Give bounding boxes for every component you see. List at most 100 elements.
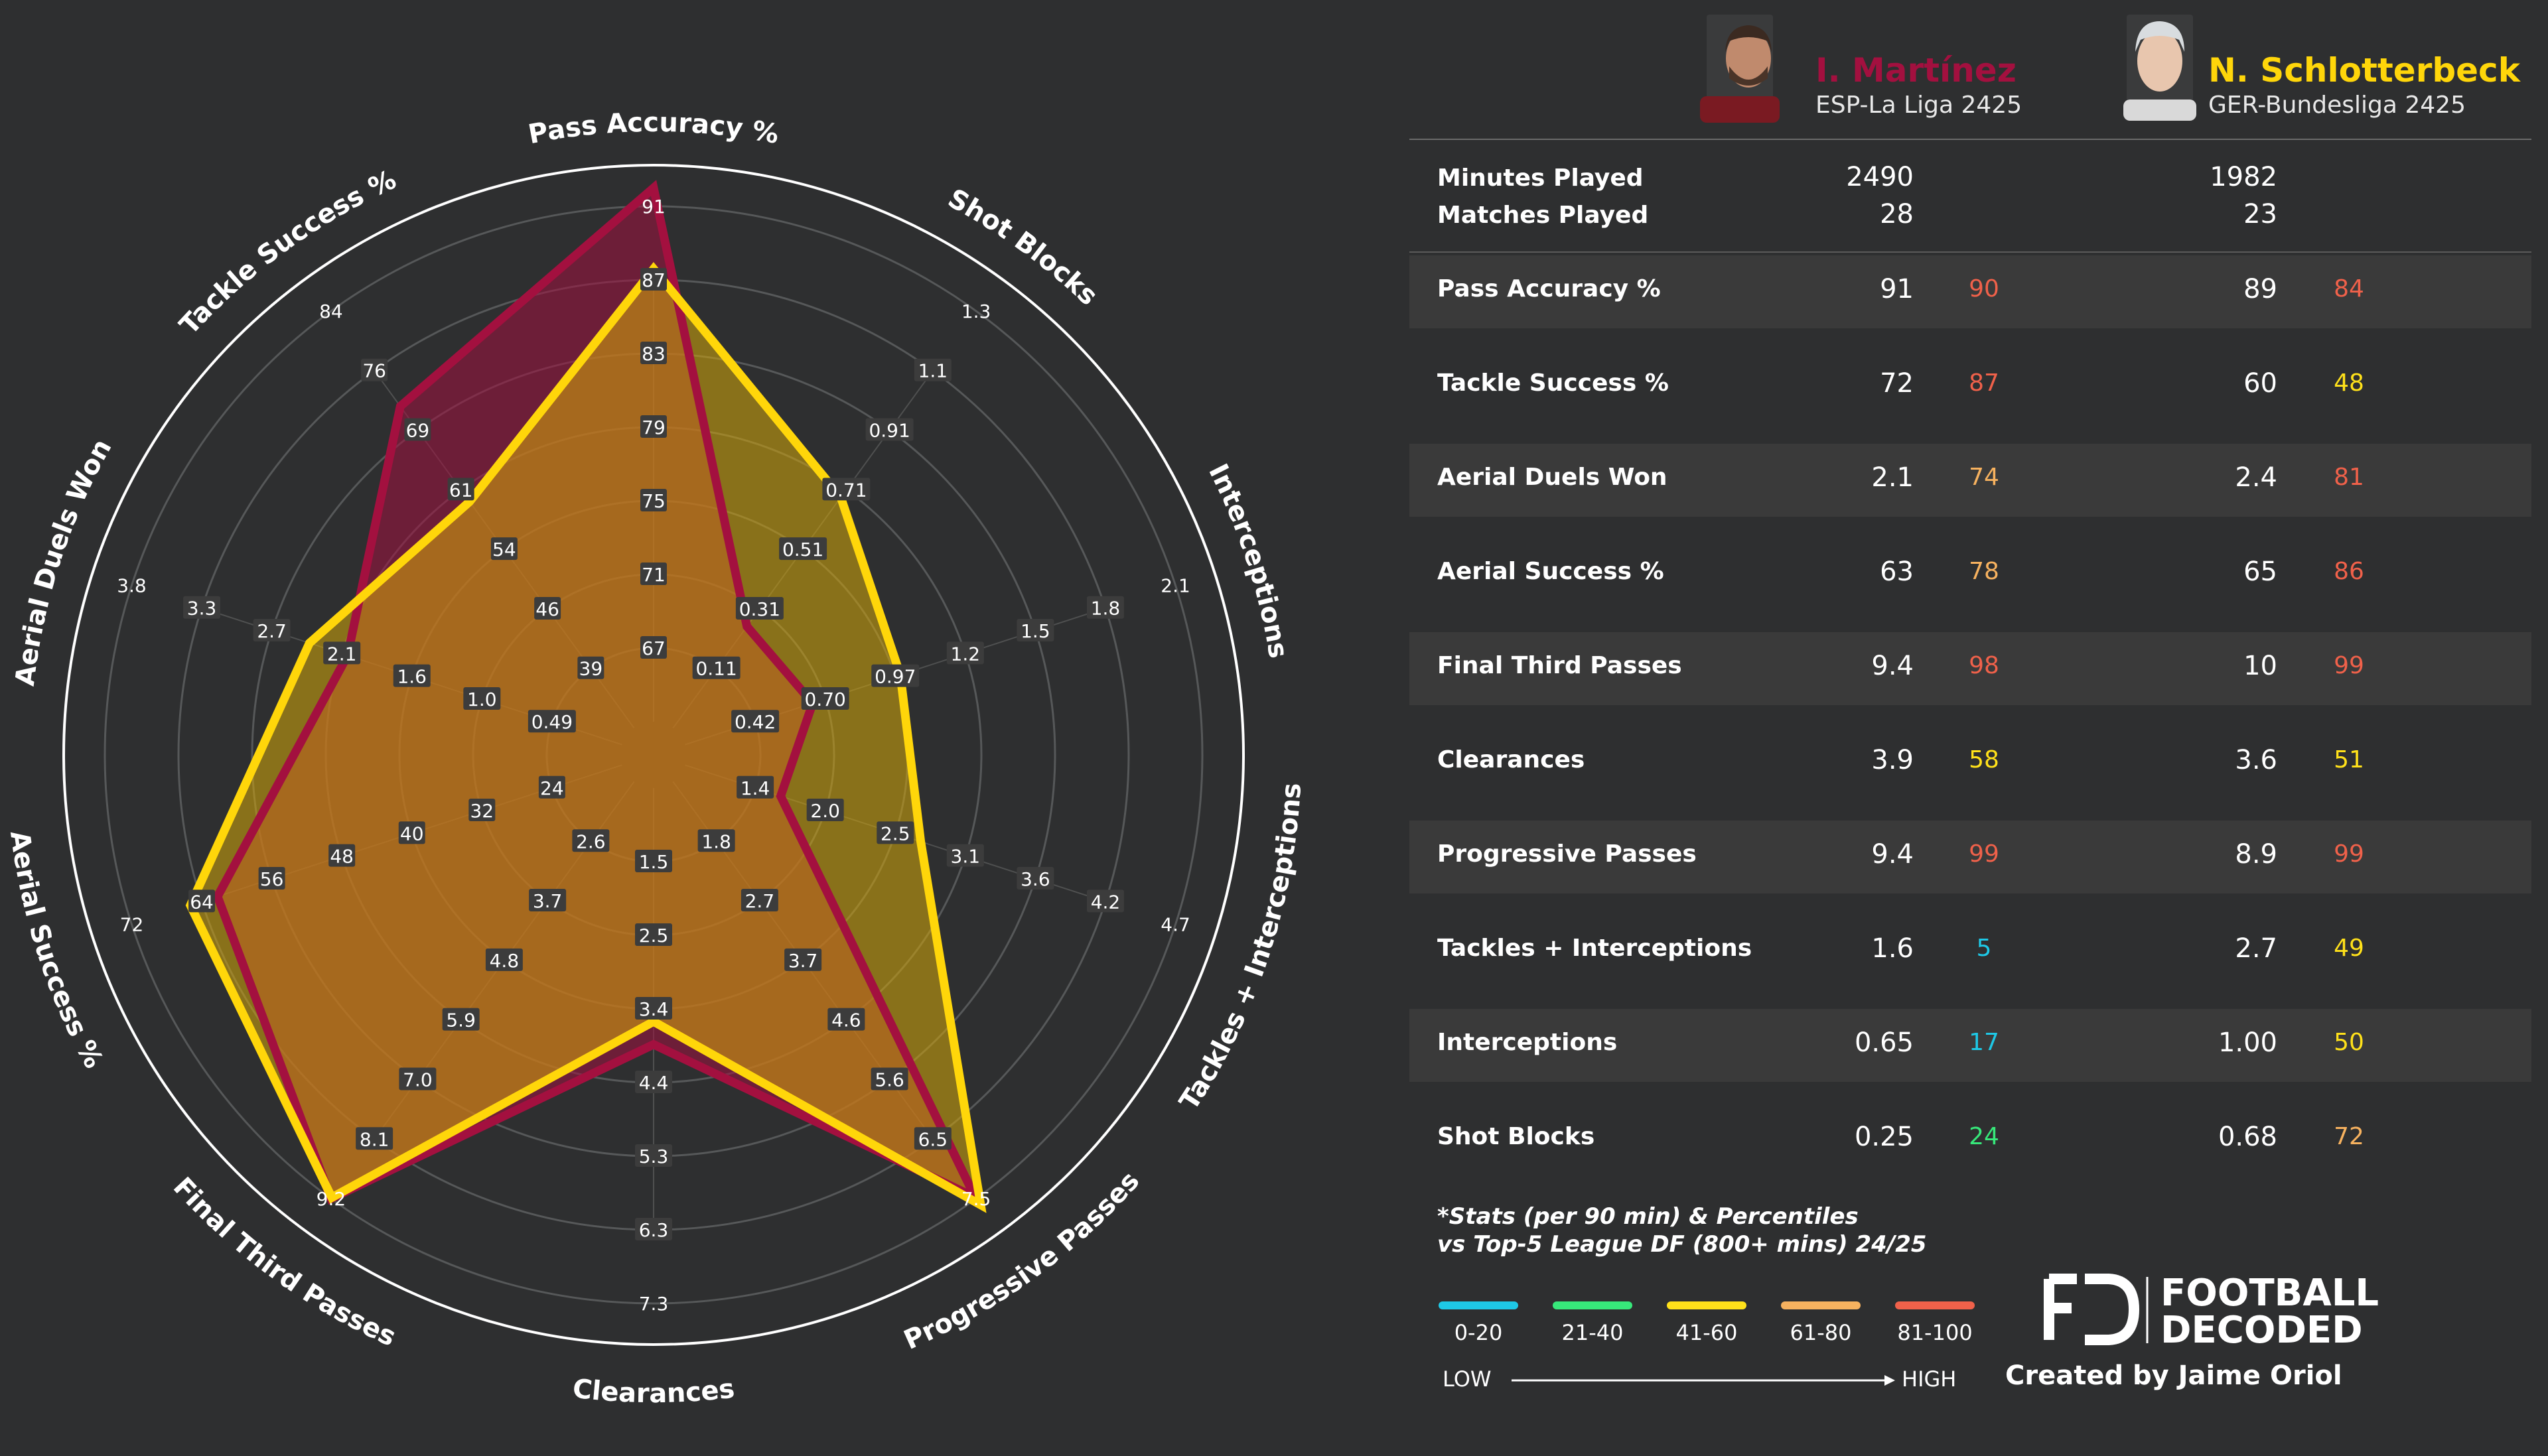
tick-label: 69 [406, 420, 430, 442]
metric-name: Clearances [1437, 746, 1585, 773]
tick-label-bg [877, 821, 914, 844]
tick-label: 1.4 [741, 777, 770, 799]
player-2-value: 2.4 [2235, 462, 2277, 493]
tick-label-bg [490, 537, 518, 561]
tick-label-bg [741, 889, 778, 912]
tick-label: 0.51 [782, 539, 823, 561]
tick-label: 3.6 [1021, 868, 1050, 890]
player-1-value: 9.4 [1871, 839, 1914, 870]
tick-label-bg [635, 850, 672, 872]
player-2-percentile: 72 [2334, 1123, 2364, 1150]
tick-label-bg [731, 710, 780, 733]
tick-label: 24 [540, 777, 564, 799]
table-row-bg [1409, 632, 2531, 705]
player-2-percentile: 50 [2334, 1029, 2364, 1056]
tick-label: 5.9 [446, 1010, 476, 1031]
tick-label-bg [635, 1071, 672, 1093]
player-2-value: 3.6 [2235, 745, 2277, 775]
player-2-percentile: 84 [2334, 275, 2364, 302]
player-1-name: I. Martínez [1815, 51, 2017, 90]
tick-label: 2.0 [810, 800, 840, 822]
tick-label: 1.5 [639, 851, 669, 873]
tick-label: 5.3 [639, 1146, 669, 1167]
tick-label-bg [534, 596, 561, 620]
tick-label: 56 [260, 868, 284, 890]
player-2-percentile: 48 [2334, 369, 2364, 397]
player-1-value: 91 [1880, 274, 1914, 304]
credit-text: Created by Jaime Oriol [2005, 1360, 2342, 1391]
legend-low: LOW [1443, 1366, 1492, 1392]
player-2-percentile: 81 [2334, 464, 2364, 491]
tick-label: 1.6 [397, 666, 427, 688]
tick-label-bg [398, 821, 425, 844]
player-1-value: 3.9 [1871, 745, 1914, 775]
tick-label: 2.7 [745, 890, 775, 912]
player-1-value: 0.65 [1855, 1027, 1914, 1058]
tick-label-bg [806, 799, 844, 822]
percentile-legend: 0-20 21-40 41-60 61-80 81-100 [1439, 1301, 1975, 1345]
tick-label-bg [635, 997, 672, 1020]
tick-label: 2.6 [576, 830, 606, 852]
tick-label-bg [946, 844, 984, 867]
tick-label: 9.2 [317, 1188, 346, 1210]
metric-name: Progressive Passes [1437, 840, 1697, 868]
player-1-percentile: 5 [1977, 935, 1992, 962]
tick-label: 0.91 [869, 420, 910, 442]
tick-label: 3.4 [639, 998, 669, 1020]
tick-label: 46 [535, 598, 559, 620]
tick-label: 2.1 [1161, 574, 1190, 596]
tick-label-bg [577, 656, 604, 679]
tick-label: 64 [190, 891, 214, 913]
metric-name: Tackles + Interceptions [1437, 935, 1752, 962]
player-2-avatar [2123, 15, 2196, 121]
legend-range-label: 81-100 [1897, 1320, 1972, 1345]
footnote-line-2: vs Top-5 League DF (800+ mins) 24/25 [1437, 1231, 1927, 1258]
legend-high: HIGH [1902, 1366, 1956, 1392]
legend-range-label: 21-40 [1562, 1320, 1624, 1345]
table-row-bg [1409, 821, 2531, 893]
tick-label-bg [323, 641, 361, 665]
tick-label-bg [697, 829, 735, 852]
tick-label: 1.2 [951, 643, 981, 665]
table-row: Clearances 3.9 58 3.6 51 [1437, 745, 2364, 775]
tick-label: 0.97 [875, 666, 916, 688]
player-1-percentile: 87 [1969, 369, 1999, 397]
legend-arrow-head [1884, 1375, 1895, 1386]
stats-table: Pass Accuracy % 91 90 89 84 Tackle Success % 7… [1409, 255, 2531, 1152]
tick-label-bg [914, 1127, 952, 1150]
tick-label-bg [447, 478, 474, 501]
player-1-value: 0.25 [1855, 1122, 1914, 1152]
tick-label-bg [399, 1067, 437, 1091]
table-row: Tackle Success % 72 87 60 48 [1437, 368, 2364, 399]
player-1-percentile: 99 [1969, 840, 1999, 868]
tick-label: 4.7 [1161, 914, 1190, 936]
tick-label-bg [1017, 619, 1054, 642]
tick-label: 72 [120, 914, 144, 936]
table-row: Progressive Passes 9.4 99 8.9 99 [1437, 839, 2364, 870]
legend-range-label: 61-80 [1790, 1320, 1852, 1345]
table-row-bg [1409, 1009, 2531, 1082]
brand-line-2: DECODED [2160, 1309, 2363, 1352]
table-row: Pass Accuracy % 91 90 89 84 [1437, 274, 2364, 304]
tick-label-bg [356, 1127, 393, 1150]
tick-label: 39 [579, 658, 603, 680]
player-1-minutes: 2490 [1846, 162, 1914, 192]
tick-label: 3.1 [951, 846, 981, 868]
tick-label: 84 [319, 300, 343, 322]
tick-label-bg [640, 563, 667, 585]
tick-label-bg [822, 478, 871, 501]
tick-label-bg [188, 890, 216, 913]
tick-label: 4.4 [639, 1072, 669, 1094]
tick-label: 8.1 [360, 1128, 389, 1150]
table-row-bg [1409, 255, 2531, 328]
tick-label: 1.8 [1091, 598, 1121, 620]
tick-label: 1.0 [467, 689, 497, 710]
player-2-league: GER-Bundesliga 2425 [2208, 92, 2466, 119]
tick-label-bg [1017, 866, 1054, 890]
tick-label: 83 [642, 343, 666, 365]
player-1-avatar [1700, 15, 1780, 123]
player-1-league: ESP-La Liga 2425 [1815, 92, 2022, 119]
tick-label-bg [361, 358, 388, 381]
brand-line-1: FOOTBALL [2160, 1272, 2379, 1315]
tick-label-bg [442, 1008, 480, 1031]
